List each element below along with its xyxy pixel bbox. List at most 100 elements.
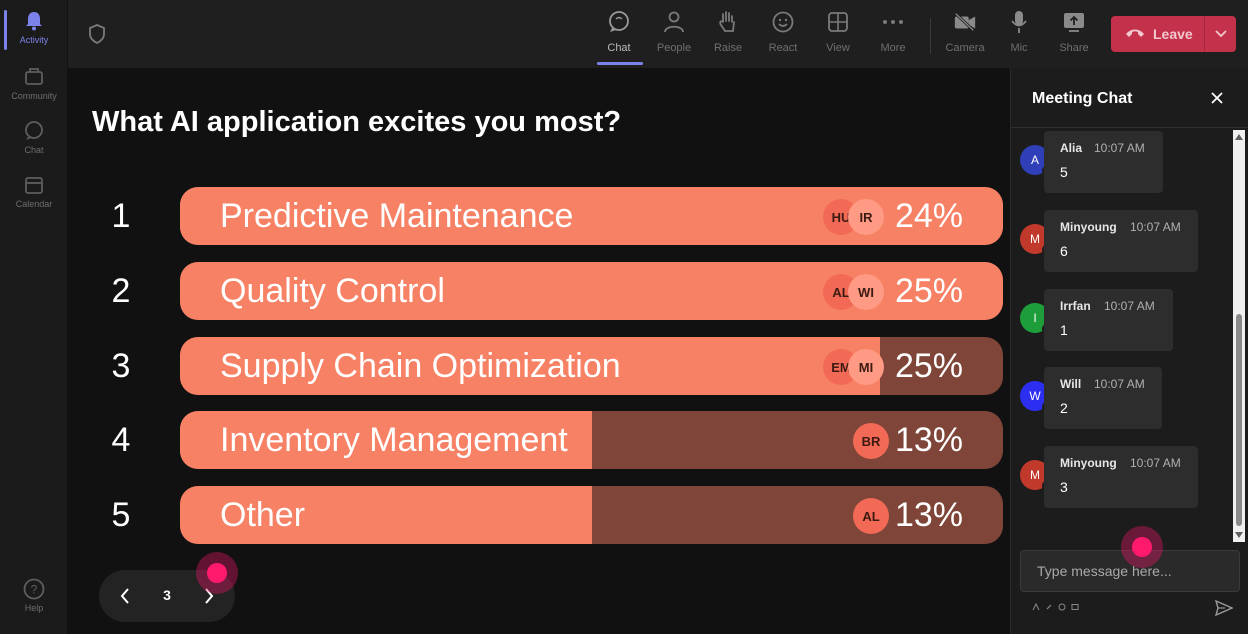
gif-icon[interactable]: [1070, 602, 1079, 611]
sender-name: Will: [1060, 377, 1082, 391]
message-time: 10:07 AM: [1094, 377, 1145, 391]
avatar: IR: [848, 199, 884, 235]
chat-icon: [23, 120, 45, 142]
react-button[interactable]: React: [757, 10, 809, 62]
message-time: 10:07 AM: [1130, 220, 1181, 234]
chat-button-label: Chat: [607, 42, 631, 54]
poll-option[interactable]: 5 Other AL 13%: [68, 486, 1010, 544]
leave-options-button[interactable]: [1205, 16, 1236, 52]
shield-icon[interactable]: [88, 24, 106, 49]
chat-icon: [607, 10, 631, 34]
option-bar[interactable]: Other AL 13%: [180, 486, 1003, 544]
option-fill: [180, 337, 880, 395]
chevron-left-icon[interactable]: [115, 586, 135, 606]
more-dots-icon: [881, 10, 905, 34]
poll-option[interactable]: 4 Inventory Management BR 13%: [68, 411, 1010, 469]
option-bar[interactable]: Inventory Management BR 13%: [180, 411, 1003, 469]
option-number: 1: [111, 197, 131, 235]
attach-icon[interactable]: [1044, 602, 1053, 611]
view-button-label: View: [826, 42, 850, 54]
option-percent: 25%: [894, 347, 963, 385]
message-bubble: Minyoung 10:07 AM 6: [1044, 210, 1198, 272]
raise-button-label: Raise: [713, 42, 743, 54]
rail-item-chat[interactable]: Chat: [0, 110, 68, 162]
sender-name: Minyoung: [1060, 456, 1117, 470]
message-time: 10:07 AM: [1104, 299, 1155, 313]
option-fill: [180, 486, 592, 544]
rail-item-label: Calendar: [15, 199, 53, 209]
option-label: Supply Chain Optimization: [220, 347, 621, 385]
mic-button[interactable]: Mic: [993, 10, 1045, 62]
option-percent: 24%: [894, 197, 963, 235]
meeting-chat-panel: Meeting Chat A Alia 10:07 AM 5 M Minyoun…: [1010, 68, 1248, 634]
format-text-icon[interactable]: [1031, 602, 1040, 611]
emoji-icon[interactable]: [1057, 602, 1066, 611]
option-label: Quality Control: [220, 272, 445, 310]
chevron-down-icon: [1214, 25, 1227, 43]
camera-off-icon: [953, 10, 977, 34]
chat-message: I Irrfan 10:07 AM 1: [1011, 289, 1233, 353]
chat-header: Meeting Chat: [1011, 68, 1248, 128]
chat-scrollbar[interactable]: [1233, 130, 1245, 542]
message-bubble: Irrfan 10:07 AM 1: [1044, 289, 1173, 351]
left-rail: Activity Community Chat Calendar ? Help: [0, 0, 68, 634]
pointer-indicator: [196, 552, 238, 594]
camera-button-label: Camera: [945, 42, 985, 54]
scroll-down-arrow-icon[interactable]: [1235, 531, 1243, 539]
phone-hangup-icon: [1125, 25, 1145, 43]
chat-message-input[interactable]: [1020, 550, 1240, 592]
send-icon[interactable]: [1214, 598, 1234, 618]
rail-item-calendar[interactable]: Calendar: [0, 164, 68, 216]
share-screen-icon: [1062, 10, 1086, 34]
avatar: BR: [853, 423, 889, 459]
help-icon: ?: [23, 578, 45, 600]
leave-button[interactable]: Leave: [1111, 16, 1205, 52]
community-icon: [23, 66, 45, 88]
view-button[interactable]: View: [812, 10, 864, 62]
message-text: 1: [1060, 322, 1068, 338]
chat-button[interactable]: Chat: [593, 10, 645, 62]
calendar-icon: [23, 174, 45, 196]
chat-title: Meeting Chat: [1032, 90, 1133, 107]
raise-hand-button[interactable]: Raise: [702, 10, 754, 62]
more-button[interactable]: More: [867, 10, 919, 62]
chat-message: W Will 10:07 AM 2: [1011, 367, 1233, 431]
avatar: MI: [848, 349, 884, 385]
scroll-up-arrow-icon[interactable]: [1235, 133, 1243, 141]
message-time: 10:07 AM: [1094, 141, 1145, 155]
poll-option[interactable]: 3 Supply Chain Optimization EM MI 25%: [68, 337, 1010, 395]
meeting-toolbar: Chat People Raise React View More: [68, 0, 1248, 68]
help-label: Help: [24, 603, 44, 613]
option-percent: 13%: [894, 496, 963, 534]
rail-item-community[interactable]: Community: [0, 56, 68, 108]
sender-name: Minyoung: [1060, 220, 1117, 234]
rail-item-label: Activity: [19, 35, 49, 45]
camera-button[interactable]: Camera: [939, 10, 991, 62]
message-text: 5: [1060, 164, 1068, 180]
page-number: 3: [163, 587, 171, 603]
people-icon: [662, 10, 686, 34]
message-text: 3: [1060, 479, 1068, 495]
chat-message: A Alia 10:07 AM 5: [1011, 131, 1233, 195]
option-label: Predictive Maintenance: [220, 197, 574, 235]
option-label: Inventory Management: [220, 421, 568, 459]
option-bar[interactable]: Predictive Maintenance HU IR 24%: [180, 187, 1003, 245]
toolbar-divider: [930, 18, 931, 54]
share-button[interactable]: Share: [1048, 10, 1100, 62]
option-bar[interactable]: Quality Control AL WI 25%: [180, 262, 1003, 320]
close-icon[interactable]: [1207, 88, 1227, 108]
poll-option[interactable]: 1 Predictive Maintenance HU IR 24%: [68, 187, 1010, 245]
chevron-right-icon[interactable]: [199, 586, 219, 606]
scrollbar-thumb[interactable]: [1236, 314, 1242, 526]
avatar: AL: [853, 498, 889, 534]
option-label: Other: [220, 496, 306, 534]
option-bar[interactable]: Supply Chain Optimization EM MI 25%: [180, 337, 1003, 395]
people-button[interactable]: People: [648, 10, 700, 62]
rail-item-label: Community: [11, 91, 57, 101]
message-time: 10:07 AM: [1130, 456, 1181, 470]
active-tab-indicator: [597, 62, 643, 65]
rail-item-activity[interactable]: Activity: [0, 0, 68, 52]
poll-option[interactable]: 2 Quality Control AL WI 25%: [68, 262, 1010, 320]
rail-item-help[interactable]: ? Help: [0, 568, 68, 620]
svg-text:?: ?: [31, 583, 38, 597]
